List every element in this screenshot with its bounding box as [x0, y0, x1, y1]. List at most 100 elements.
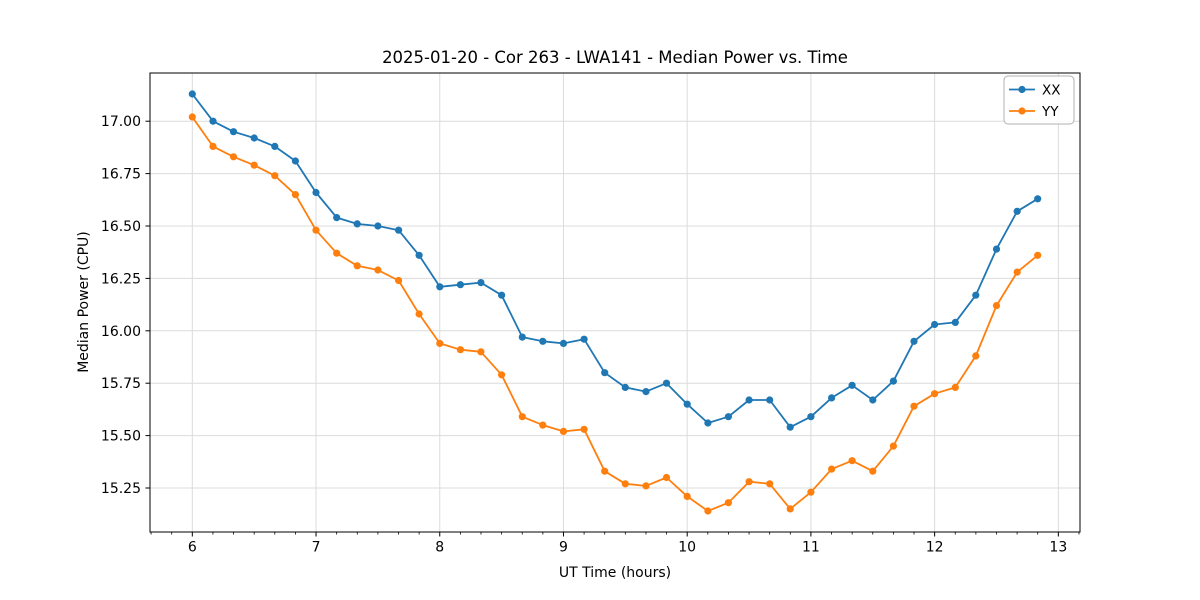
data-point-YY [559, 427, 568, 435]
data-point-YY [291, 191, 299, 199]
x-tick-label: 12 [926, 540, 944, 556]
data-point-XX [312, 188, 320, 197]
data-point-YY [724, 499, 733, 507]
data-point-XX [395, 226, 403, 234]
data-point-XX [601, 369, 609, 377]
data-point-YY [621, 480, 629, 488]
grid-lines [150, 73, 1080, 532]
plot-border [149, 72, 1081, 533]
data-point-XX [271, 142, 279, 150]
data-point-XX [580, 335, 588, 343]
data-point-YY [188, 113, 196, 121]
data-point-YY [931, 390, 939, 398]
data-point-XX [436, 283, 444, 291]
data-point-XX [807, 413, 815, 421]
data-point-YY [951, 383, 959, 391]
data-point-YY [436, 339, 444, 347]
data-point-XX [889, 377, 898, 385]
data-point-XX [456, 281, 464, 289]
data-point-XX [869, 396, 877, 404]
y-tick-label: 16.50 [101, 219, 141, 235]
data-point-XX [704, 419, 712, 427]
series-XX [188, 90, 1042, 431]
y-tick-label: 17.00 [101, 114, 141, 130]
data-point-XX [250, 134, 258, 142]
data-point-XX [477, 279, 485, 287]
data-point-YY [209, 142, 217, 150]
data-point-XX [828, 394, 836, 402]
data-point-XX [683, 400, 691, 408]
data-point-XX [291, 157, 299, 165]
x-tick-label: 6 [188, 540, 197, 556]
y-tick-label: 16.75 [101, 167, 141, 183]
series-XX-line [191, 93, 1039, 429]
y-tick-label: 16.00 [101, 324, 141, 340]
data-point-YY [786, 505, 794, 513]
data-point-XX [642, 388, 650, 396]
data-point-YY [456, 346, 464, 354]
data-series [188, 90, 1042, 515]
data-point-YY [518, 413, 526, 421]
legend-label-YY: YY [1041, 104, 1059, 120]
series-YY-line [191, 116, 1039, 512]
data-point-YY [848, 457, 856, 465]
data-point-XX [188, 90, 196, 98]
x-tick-label: 11 [802, 540, 820, 556]
data-point-YY [580, 425, 588, 433]
x-tick-label: 9 [559, 540, 568, 556]
data-point-YY [1013, 268, 1021, 276]
legend-box [1003, 75, 1075, 125]
data-point-YY [807, 488, 815, 496]
axes [145, 72, 1081, 537]
data-point-XX [229, 128, 238, 136]
data-point-YY [539, 421, 547, 429]
data-point-XX [972, 291, 980, 299]
data-point-XX [724, 413, 733, 421]
data-point-YY [250, 161, 258, 169]
data-point-XX [1034, 195, 1042, 203]
x-tick-label: 10 [678, 540, 696, 556]
data-point-XX [209, 117, 217, 125]
data-point-XX [662, 379, 671, 387]
data-point-YY [353, 262, 361, 270]
data-point-XX [498, 291, 506, 299]
data-point-YY [395, 276, 403, 285]
y-tick-label: 16.25 [101, 271, 141, 287]
data-point-YY [910, 402, 918, 410]
data-point-YY [662, 473, 671, 482]
data-point-YY [374, 266, 382, 274]
data-point-YY [312, 226, 320, 234]
data-point-YY [745, 478, 753, 486]
y-axis-label: Median Power (CPU) [76, 231, 92, 373]
data-point-XX [931, 320, 939, 329]
data-point-YY [642, 482, 650, 490]
y-tick-label: 15.75 [101, 376, 141, 392]
legend-label-XX: XX [1042, 83, 1061, 99]
chart-title: 2025-01-20 - Cor 263 - LWA141 - Median P… [382, 48, 848, 67]
legend-marker [1018, 85, 1026, 94]
data-point-XX [518, 333, 526, 341]
data-point-XX [848, 381, 856, 389]
data-point-XX [333, 214, 341, 222]
tick-labels: 6 7 8 9 10 11 12 13 15.25 15.50 15.75 16.00 16.25 16.… [101, 114, 1067, 555]
data-point-XX [374, 222, 382, 230]
data-point-XX [559, 339, 568, 347]
data-point-YY [704, 507, 712, 515]
data-point-YY [601, 467, 609, 475]
data-point-YY [498, 371, 506, 379]
data-point-YY [766, 480, 774, 488]
data-point-XX [745, 396, 753, 404]
data-point-XX [951, 318, 959, 326]
y-tick-label: 15.25 [101, 481, 141, 497]
data-point-XX [1013, 207, 1021, 215]
data-point-YY [1034, 251, 1042, 259]
data-point-YY [992, 302, 1001, 310]
x-tick-label: 13 [1049, 540, 1067, 556]
legend: XX YY [1003, 75, 1075, 125]
data-point-XX [910, 337, 918, 345]
data-point-XX [353, 220, 361, 228]
data-point-XX [992, 245, 1001, 253]
series-YY [188, 113, 1042, 515]
